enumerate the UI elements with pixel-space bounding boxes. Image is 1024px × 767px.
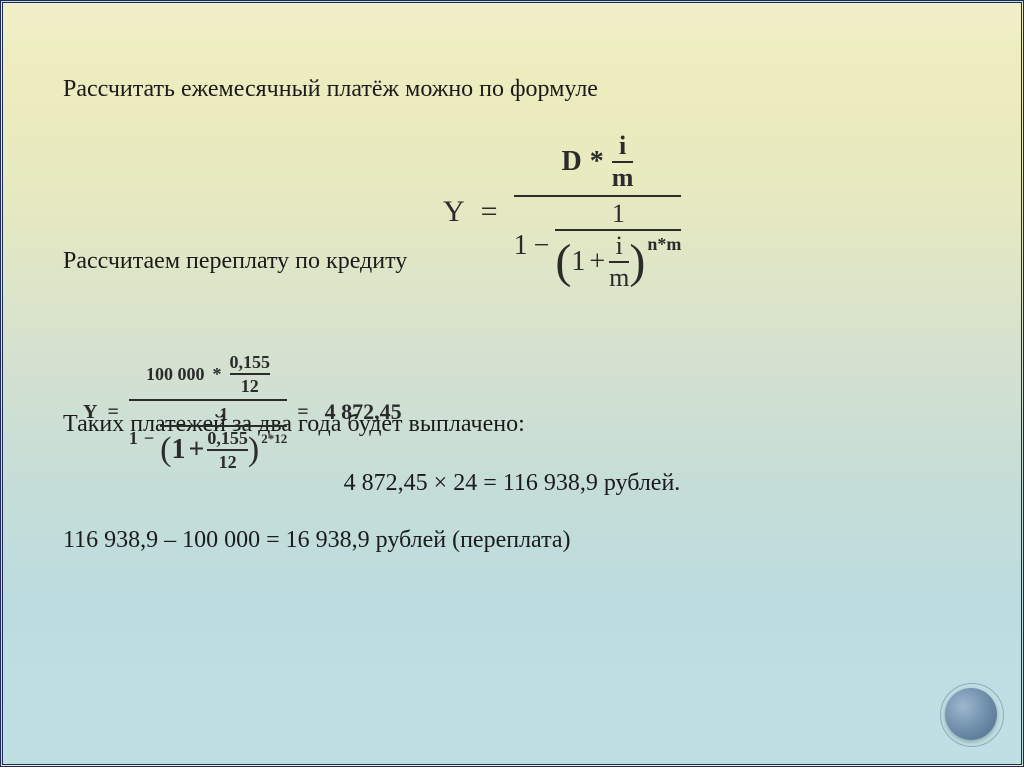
formula-symbolic: Y = D * i m 1 − 1 ( [443,133,681,291]
main-fraction: D * i m 1 − 1 ( 1 + [514,133,682,291]
const-one-2: 1 [129,429,138,448]
paren-block: ( 1 + i m ) n*m [555,233,681,291]
frac-one-over-pow-2: 1 ( 1 + 0,155 12 ) 2*12 [160,405,287,471]
decorative-circle [945,688,997,740]
frac-one-over-pow: 1 ( 1 + i m ) n*m [555,201,681,291]
paren-block-2: ( 1 + 0,155 12 ) 2*12 [160,429,287,471]
equals-sign: = [481,195,498,229]
rate: 0,155 [230,353,271,371]
frac-rate: 0,155 12 [230,353,271,395]
frac-rate-2: 0,155 12 [207,429,248,471]
const-one-num: 1 [612,201,625,227]
var-m-2: m [609,265,629,291]
var-y-2: Y [83,401,97,424]
frac-i-over-m-2: i m [609,233,629,291]
circle-sphere [945,688,997,740]
var-i: i [619,133,626,159]
frac-i-over-m: i m [612,133,634,191]
exp-n: n [647,234,657,254]
var-d: D [562,147,582,176]
denominator-2: 1 − 1 ( 1 + 0,155 12 ) [129,405,287,471]
var-y: Y [443,195,465,229]
var-m: m [612,165,634,191]
overpayment-calc: 116 938,9 – 100 000 = 16 938,9 рублей (п… [63,527,961,554]
op-times: * [590,147,604,176]
principal: 100 000 [146,365,205,384]
const-one-num-2: 1 [219,405,228,423]
total-calc: 4 872,45 × 24 = 116 938,9 рублей. [63,470,961,497]
lparen: ( [555,248,571,277]
equals-3: = [297,401,308,424]
denominator: 1 − 1 ( 1 + i m ) [514,201,682,291]
formula-numeric: Y = 100 000 * 0,155 12 1 − 1 [83,353,402,471]
op-plus-2: + [188,436,204,464]
lparen-2: ( [160,440,171,460]
result-value: 4 872,45 [325,399,402,425]
exp-m: m [666,234,681,254]
numerator: D * i m [562,133,634,191]
main-frac-bar-2 [129,399,287,401]
exponent: n*m [647,235,681,253]
slide: Рассчитать ежемесячный платёж можно по ф… [0,0,1024,767]
const-one-inner-2: 1 [171,436,185,464]
var-i-2: i [616,233,623,259]
periods: 12 [241,377,259,395]
equals-2: = [107,401,118,424]
rparen: ) [629,248,645,277]
op-minus-2: − [144,429,154,448]
op-minus: − [534,231,550,260]
op-plus: + [589,248,605,276]
const-one-inner: 1 [571,248,585,276]
const-one: 1 [514,231,528,260]
main-frac-bar [514,195,682,197]
frac-bar-4 [230,373,271,375]
numerator-2: 100 000 * 0,155 12 [146,353,270,395]
periods-2: 12 [219,453,237,471]
frac-bar-6 [207,449,248,451]
rate-2: 0,155 [207,429,248,447]
main-fraction-2: 100 000 * 0,155 12 1 − 1 ( 1 [129,353,287,471]
exponent-2: 2*12 [261,432,287,445]
frac-bar-5 [160,425,287,427]
op-times-2: * [213,365,222,384]
rparen-2: ) [248,440,259,460]
intro-text: Рассчитать ежемесячный платёж можно по ф… [63,73,961,105]
